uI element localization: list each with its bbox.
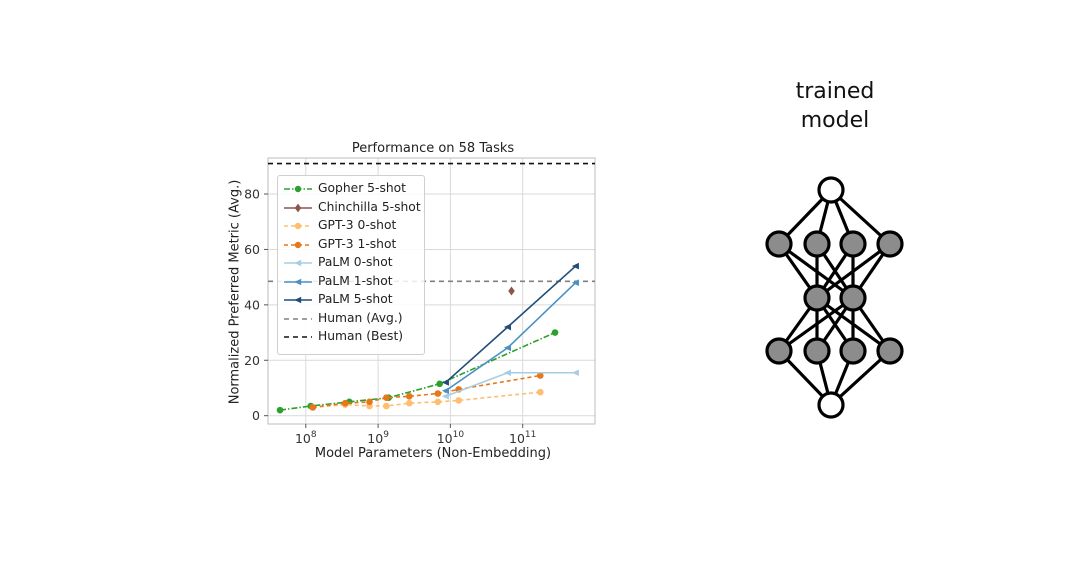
- legend-label: Gopher 5-shot: [318, 181, 406, 195]
- legend-entry: Human (Avg.): [278, 310, 424, 328]
- data-point: [294, 222, 302, 230]
- data-point: [294, 241, 302, 248]
- chart-panel: 0 20 40 60 80 108 109 1010 1011 Performance on 5…: [216, 128, 616, 468]
- data-point: [508, 286, 515, 296]
- io-node: [817, 176, 845, 204]
- y-tick-label: 0: [252, 408, 260, 423]
- data-point: [441, 387, 449, 395]
- legend-swatch: [284, 203, 312, 212]
- data-point: [294, 185, 302, 193]
- data-point: [571, 279, 579, 286]
- data-point: [503, 323, 511, 331]
- x-axis-label: Model Parameters (Non-Embedding): [314, 446, 552, 461]
- diagram-title-line2: model: [800, 108, 870, 133]
- data-point: [571, 262, 579, 270]
- legend-entry: GPT-3 1-shot: [278, 236, 424, 254]
- legend-swatch: [284, 241, 312, 248]
- legend-entry: Human (Best): [278, 328, 424, 346]
- data-point: [434, 390, 442, 397]
- x-tick-label: 1010: [437, 430, 465, 446]
- data-point: [294, 278, 302, 285]
- data-point: [571, 369, 579, 377]
- data-point: [536, 388, 544, 396]
- chart-title: Performance on 58 Tasks: [351, 141, 515, 156]
- legend-label: GPT-3 0-shot: [318, 218, 397, 232]
- data-point: [383, 402, 390, 410]
- hidden-node: [765, 337, 793, 365]
- hidden-node: [839, 337, 867, 365]
- data-point: [341, 399, 349, 407]
- network-graph: [765, 176, 904, 419]
- data-point: [441, 392, 449, 400]
- legend-swatch: [284, 259, 312, 267]
- hidden-node: [765, 230, 793, 258]
- neural-network-diagram: trained model: [720, 70, 950, 430]
- hidden-node: [803, 337, 831, 365]
- diagram-title: trained model: [720, 77, 950, 135]
- y-tick-label: 60: [244, 242, 260, 257]
- data-point: [536, 372, 544, 379]
- data-point: [276, 406, 284, 414]
- data-point: [405, 392, 413, 400]
- data-point: [503, 369, 511, 377]
- hidden-node: [839, 230, 867, 258]
- legend-swatch: [284, 317, 312, 320]
- series-line: [312, 374, 541, 409]
- x-tick-label: 108: [295, 430, 317, 446]
- data-point: [503, 344, 511, 352]
- data-point: [294, 259, 302, 267]
- legend-entry: PaLM 1-shot: [278, 273, 424, 291]
- legend-entry: Gopher 5-shot: [278, 180, 424, 198]
- data-point: [294, 296, 302, 304]
- network-edge: [778, 296, 854, 353]
- legend-label: Human (Best): [318, 329, 404, 343]
- legend-label: PaLM 1-shot: [318, 273, 393, 288]
- legend-entry: PaLM 5-shot: [278, 291, 424, 309]
- legend-swatch: [284, 278, 312, 285]
- diagram-title-line1: trained: [795, 79, 875, 104]
- data-point: [436, 380, 443, 388]
- data-point: [309, 404, 317, 411]
- y-tick-label: 20: [244, 353, 260, 368]
- legend-swatch: [284, 296, 312, 304]
- plot-frame: [267, 157, 596, 425]
- x-tick-label: 1011: [509, 430, 536, 446]
- y-axis-label: Normalized Preferred Metric (Avg.): [227, 179, 243, 405]
- y-tick-label: 40: [244, 297, 260, 312]
- legend-label: PaLM 0-shot: [318, 255, 393, 269]
- data-point: [455, 397, 462, 404]
- data-point: [434, 398, 442, 406]
- legend-swatch: [284, 336, 312, 338]
- y-tick-label: 80: [244, 187, 260, 202]
- hidden-node: [803, 230, 831, 258]
- hidden-node: [876, 230, 904, 258]
- legend-entry: PaLM 0-shot: [278, 254, 424, 272]
- legend-label: Human (Avg.): [318, 310, 403, 325]
- legend-swatch: [284, 185, 312, 193]
- data-point: [405, 399, 413, 407]
- hidden-node: [803, 284, 831, 312]
- legend-entry: GPT-3 0-shot: [278, 217, 424, 235]
- data-point: [366, 398, 373, 406]
- data-point: [441, 379, 449, 386]
- chart-legend: Gopher 5-shot Chinchilla 5-shot GPT-3 0-sh…: [277, 175, 425, 355]
- x-tick-label: 109: [367, 430, 389, 446]
- data-point: [551, 329, 559, 336]
- legend-swatch: [284, 222, 312, 230]
- data-point: [294, 203, 302, 212]
- legend-label: GPT-3 1-shot: [318, 236, 397, 251]
- series-line: [312, 391, 541, 409]
- io-node: [817, 391, 845, 419]
- hidden-node: [876, 337, 904, 365]
- hidden-node: [839, 284, 867, 312]
- legend-label: PaLM 5-shot: [318, 292, 393, 306]
- network-edge: [816, 242, 891, 300]
- data-point: [383, 394, 390, 401]
- legend-label: Chinchilla 5-shot: [318, 199, 421, 214]
- legend-entry: Chinchilla 5-shot: [278, 199, 424, 217]
